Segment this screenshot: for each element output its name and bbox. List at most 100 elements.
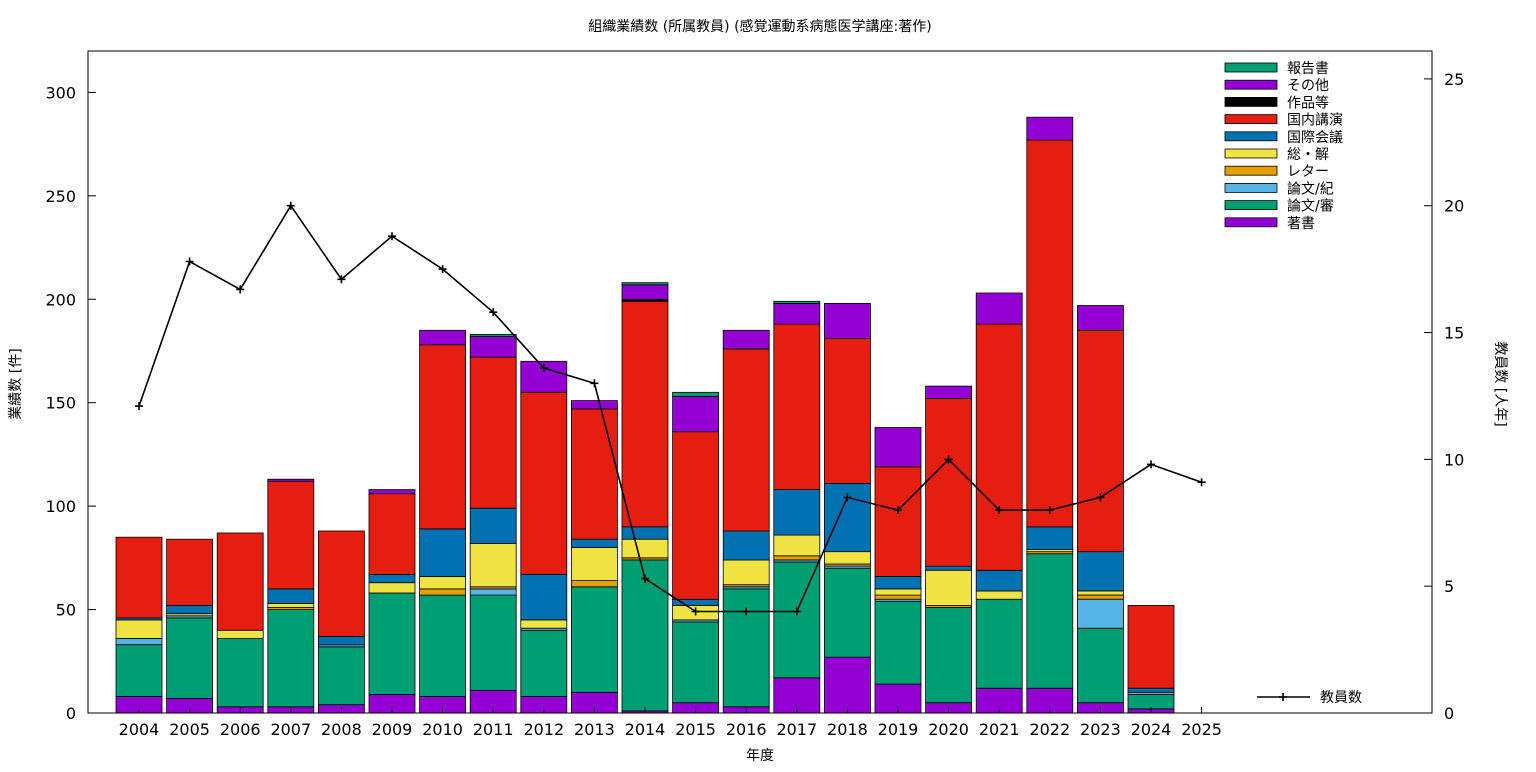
faculty-count-point: [337, 275, 346, 284]
bar-segment: [419, 594, 467, 697]
bar-segment: [267, 478, 315, 482]
bar-segment: [874, 576, 922, 590]
bar-segment: [419, 528, 467, 577]
bar-segment: [925, 607, 972, 704]
x-tick-label: 2020: [928, 720, 969, 739]
y-tick-label: 100: [45, 497, 76, 516]
x-tick-label: 2005: [169, 720, 210, 739]
x-tick-label: 2024: [1131, 720, 1172, 739]
legend-swatch: [1224, 217, 1278, 228]
legend-swatch: [1224, 79, 1278, 90]
bar-segment: [621, 559, 669, 712]
bar-segment: [773, 300, 821, 304]
legend-label: 論文/紀: [1287, 181, 1334, 197]
y2-tick-label: 0: [1444, 704, 1454, 723]
legend-label: レター: [1287, 164, 1329, 180]
bar-segment: [824, 551, 871, 565]
bar-segment: [824, 302, 871, 339]
bar-segment: [520, 391, 568, 575]
bar-segment: [1026, 526, 1074, 550]
legend-line-marker: [1279, 693, 1287, 701]
x-tick-label: 2009: [372, 720, 413, 739]
chart-title: 組織業績数 (所属教員) (感覚運動系病態医学講座:著作): [588, 18, 931, 35]
bar-segment: [267, 603, 315, 608]
faculty-count-point: [135, 402, 143, 411]
bar-segment: [621, 300, 669, 528]
bar-segment: [722, 588, 770, 708]
bar-segment: [317, 636, 365, 646]
bar-segment: [166, 605, 214, 615]
x-tick-label: 2011: [473, 720, 514, 739]
y-tick-label: 0: [66, 704, 76, 723]
bar-segment: [1026, 116, 1074, 141]
bar-segment: [1127, 694, 1175, 710]
faculty-count-point: [236, 285, 245, 294]
legend-swatch: [1224, 182, 1278, 193]
y-tick-label: 300: [45, 83, 76, 102]
bar-segment: [368, 489, 416, 495]
bar-segment: [520, 619, 568, 629]
bar-segment: [1077, 590, 1124, 596]
y2-axis-label: 教員数 [人年]: [1492, 341, 1508, 426]
y-tick-label: 150: [45, 394, 76, 413]
bar-segment: [773, 534, 821, 557]
y2-tick-label: 25: [1444, 70, 1464, 89]
faculty-count-point: [792, 607, 801, 616]
x-tick-label: 2022: [1029, 720, 1070, 739]
faculty-count-point: [1096, 493, 1105, 502]
x-tick-label: 2010: [422, 720, 463, 739]
x-tick-label: 2021: [979, 720, 1020, 739]
bar-segment: [216, 638, 264, 708]
legend-swatch: [1224, 131, 1278, 142]
bar-segment: [874, 427, 922, 468]
bar-segment: [925, 569, 972, 606]
bar-segment: [166, 617, 214, 699]
bar-segment: [773, 323, 821, 491]
bar-segment: [672, 396, 719, 433]
faculty-count-point: [185, 257, 194, 266]
legend-swatch: [1224, 114, 1278, 124]
bar-segment: [368, 592, 416, 695]
legend-swatch: [1224, 200, 1278, 211]
legend-swatch: [1224, 148, 1278, 159]
legend-label: 著書: [1287, 216, 1315, 232]
bar-segment: [520, 629, 568, 697]
bar-segment: [874, 594, 922, 600]
bar-segment: [267, 609, 315, 708]
x-tick-label: 2017: [776, 720, 817, 739]
faculty-count-point: [843, 493, 852, 502]
bar-segment: [166, 538, 214, 606]
x-tick-label: 2006: [220, 720, 261, 739]
y2-tick-label: 5: [1444, 577, 1454, 596]
bar-segment: [1026, 553, 1074, 689]
bar-segment: [216, 629, 264, 639]
bar-segment: [115, 644, 163, 697]
bar-segment: [216, 532, 264, 631]
x-tick-label: 2013: [574, 720, 615, 739]
x-tick-label: 2023: [1080, 720, 1121, 739]
faculty-count-point: [894, 506, 902, 515]
y-tick-label: 200: [45, 290, 76, 309]
bar-segment: [874, 600, 922, 685]
bar-segment: [368, 493, 416, 575]
bar-segment: [1127, 687, 1175, 693]
bar-segment: [672, 431, 719, 600]
faculty-count-point: [489, 308, 498, 317]
bar-segment: [419, 329, 467, 346]
faculty-count-point: [995, 506, 1004, 515]
y-tick-label: 50: [56, 601, 76, 620]
bar-segment: [1026, 139, 1074, 528]
legend-label: 作品等: [1287, 94, 1329, 111]
bar-segment: [115, 638, 163, 646]
x-axis-label: 年度: [746, 748, 774, 764]
legend-label: 国内講演: [1287, 113, 1343, 129]
bar-segment: [368, 574, 416, 584]
x-tick-label: 2018: [827, 720, 868, 739]
bar-segment: [317, 646, 365, 706]
plot-frame: [87, 50, 1433, 714]
x-tick-label: 2025: [1181, 720, 1222, 739]
x-tick-label: 2008: [321, 720, 362, 739]
bar-segment: [722, 530, 770, 561]
bar-segment: [925, 398, 972, 567]
bar-segment: [267, 588, 315, 604]
